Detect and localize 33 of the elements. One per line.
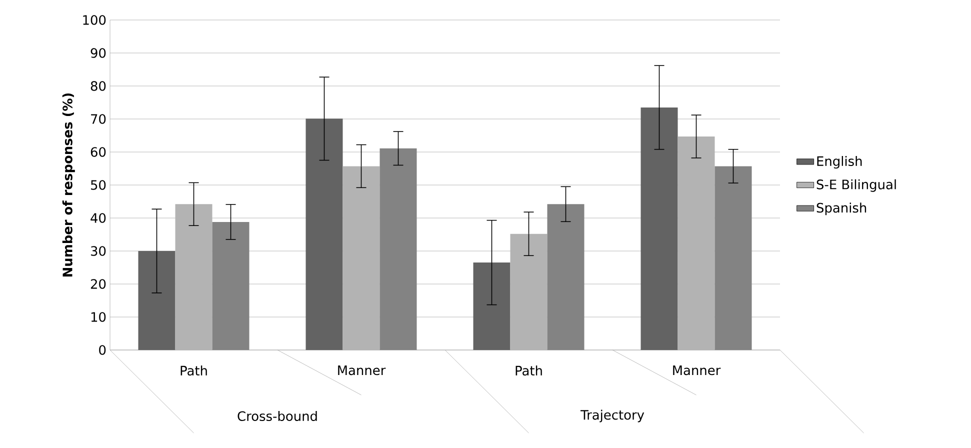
- legend-label: S-E Bilingual: [816, 179, 896, 192]
- y-tick-label: 0: [99, 345, 106, 355]
- y-tick-label: 20: [90, 279, 106, 289]
- bar: [138, 251, 176, 350]
- x-tick-label: Manner: [338, 366, 386, 376]
- bar: [547, 204, 584, 350]
- y-tick-label: 10: [91, 312, 106, 322]
- y-tick-label: 40: [90, 213, 106, 223]
- x-tick-label: Path: [180, 366, 207, 376]
- text: Cross-bound: [238, 410, 317, 422]
- y-tick-label: 70: [91, 114, 106, 124]
- bar: [473, 262, 510, 350]
- text: Trajectory: [580, 410, 644, 422]
- x-tick-label: Manner: [673, 366, 721, 376]
- bar: [175, 204, 212, 350]
- bar: [380, 148, 417, 350]
- bar: [678, 136, 715, 350]
- y-axis-title: Number of responses (%): [62, 93, 75, 276]
- y-tick-label: 60: [90, 147, 106, 157]
- bar: [342, 166, 380, 350]
- bar: [640, 107, 678, 350]
- bar: [714, 166, 752, 350]
- legend-label: English: [817, 156, 862, 169]
- bar: [306, 118, 343, 350]
- y-tick-label: 50: [91, 180, 106, 190]
- y-tick-label: 30: [90, 246, 106, 256]
- y-tick-label: 90: [90, 48, 106, 58]
- x-tick-label: Path: [516, 366, 542, 376]
- bar: [212, 222, 250, 350]
- legend-label: Spanish: [816, 202, 866, 216]
- bar: [510, 234, 548, 350]
- y-tick-label: 100: [83, 15, 106, 25]
- y-tick-label: 80: [90, 81, 106, 91]
